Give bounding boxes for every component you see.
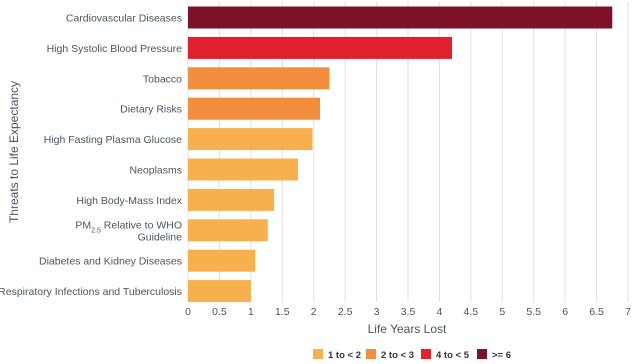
x-tick-label: 1.5 (275, 306, 290, 318)
legend-label: 2 to < 3 (381, 350, 414, 361)
bar (188, 6, 613, 29)
x-tick-label: 3 (374, 306, 380, 318)
category-label: Respiratory Infections and Tuberculosis (0, 286, 182, 298)
x-tick-label: 6 (562, 306, 568, 318)
x-tick-label: 1 (248, 306, 254, 318)
x-axis-title: Life Years Lost (368, 322, 447, 336)
x-tick-label: 2 (311, 306, 317, 318)
x-tick-label: 3.5 (401, 306, 416, 318)
x-tick-label: 7 (625, 306, 631, 318)
x-tick-label: 6.5 (589, 306, 604, 318)
legend-label: 1 to < 2 (328, 350, 361, 361)
category-label: High Fasting Plasma Glucose (44, 134, 182, 146)
category-label-line2: Guideline (138, 231, 183, 243)
bar (188, 158, 298, 181)
category-label: High Body-Mass Index (76, 195, 182, 207)
x-tick-label: 4.5 (464, 306, 479, 318)
legend-label: 4 to < 5 (436, 350, 470, 361)
category-label: High Systolic Blood Pressure (47, 43, 183, 55)
category-label: Dietary Risks (120, 104, 182, 116)
x-tick-label: 0.5 (212, 306, 227, 318)
category-labels: Cardiovascular Diseases High Systolic Blo… (0, 13, 183, 299)
category-label: Tobacco (143, 73, 182, 85)
x-tick-labels: 0 0.5 1 1.5 2 2.5 3 3.5 4 4.5 5 5.5 6 6.5 7 (185, 306, 631, 318)
y-axis-title: Threats to Life Expectancy (7, 81, 21, 223)
category-label: PM2.5 Relative to WHO (75, 219, 182, 234)
bar (188, 188, 275, 211)
bar (188, 219, 268, 242)
legend-swatch (477, 349, 487, 359)
category-label: Neoplasms (129, 165, 182, 177)
category-label: Diabetes and Kidney Diseases (39, 256, 182, 268)
legend-swatch (366, 349, 376, 359)
bar (188, 97, 320, 120)
x-tick-label: 5.5 (526, 306, 541, 318)
x-tick-label: 5 (499, 306, 505, 318)
bar (188, 67, 330, 90)
x-tick-label: 4 (437, 306, 443, 318)
legend-swatch (313, 349, 323, 359)
legend-swatch (421, 349, 431, 359)
bar (188, 128, 313, 151)
legend-label: >= 6 (492, 350, 511, 361)
x-tick-label: 2.5 (338, 306, 353, 318)
bar (188, 280, 251, 303)
bar (188, 36, 452, 59)
bar (188, 249, 256, 272)
bars-layer (188, 6, 613, 303)
category-label: Cardiovascular Diseases (66, 13, 182, 25)
x-tick-label: 0 (185, 306, 191, 318)
legend: 1 to < 2 2 to < 3 4 to < 5 >= 6 (313, 349, 511, 361)
